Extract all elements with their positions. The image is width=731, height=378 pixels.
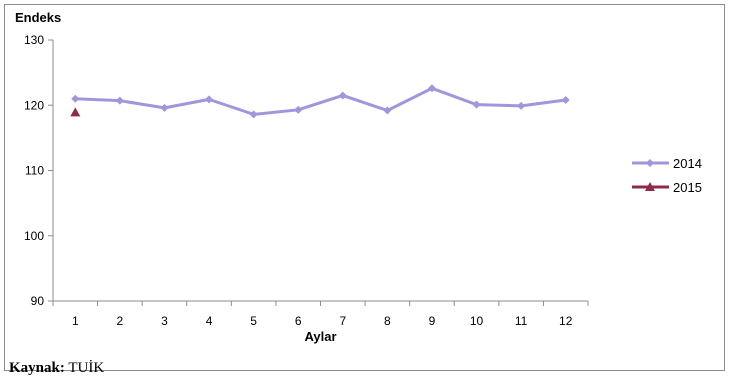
x-tick-label: 2 (117, 314, 124, 328)
source-label: Kaynak: (9, 360, 65, 376)
x-tick-label: 1 (72, 314, 79, 328)
series-layer (70, 84, 570, 119)
data-point-2014 (249, 110, 258, 119)
x-tick-label: 9 (429, 314, 436, 328)
data-point-2015 (70, 107, 81, 117)
source-value: TUİK (68, 360, 105, 376)
x-tick-label: 4 (206, 314, 213, 328)
y-tick-label: 120 (24, 98, 44, 112)
x-tick-label: 8 (384, 314, 391, 328)
x-tick-label: 5 (250, 314, 257, 328)
legend-marker (645, 182, 655, 191)
x-tick-label: 11 (515, 314, 528, 328)
data-point-2014 (71, 94, 80, 103)
y-tick-label: 130 (24, 33, 44, 47)
legend: 2014 2015 (632, 156, 702, 195)
y-axis-title: Endeks (15, 10, 61, 25)
legend-marker (646, 159, 654, 167)
data-point-2014 (383, 106, 392, 115)
x-axis-ticks: 1 2 3 4 5 6 7 8 9 10 11 12 (52, 301, 589, 328)
legend-item-2015: 2015 (632, 180, 702, 195)
series-2014 (71, 84, 570, 119)
y-axis-ticks: 90 100 110 120 130 (24, 33, 53, 308)
y-tick-label: 100 (24, 229, 44, 243)
data-point-2014 (294, 105, 303, 114)
x-tick-label: 7 (339, 314, 346, 328)
x-tick-label: 6 (295, 314, 302, 328)
y-tick-label: 110 (25, 164, 44, 178)
data-point-2014 (561, 96, 570, 105)
data-point-2014 (205, 95, 214, 104)
legend-item-2014: 2014 (632, 156, 702, 171)
legend-label: 2015 (673, 180, 702, 195)
data-point-2014 (338, 91, 347, 100)
y-tick-label: 90 (31, 294, 45, 308)
data-point-2014 (472, 100, 481, 109)
legend-label: 2014 (673, 156, 702, 171)
data-point-2014 (115, 96, 124, 105)
chart-frame (4, 4, 725, 371)
x-axis-title: Aylar (304, 329, 336, 344)
x-tick-label: 10 (470, 314, 484, 328)
x-tick-label: 3 (161, 314, 168, 328)
data-point-2014 (427, 84, 436, 93)
source-note: Kaynak: TUİK (9, 360, 104, 377)
data-point-2014 (160, 103, 169, 112)
series-2015 (70, 107, 81, 117)
series-line-2014 (75, 86, 566, 116)
x-tick-label: 12 (559, 314, 573, 328)
data-point-2014 (517, 101, 526, 110)
